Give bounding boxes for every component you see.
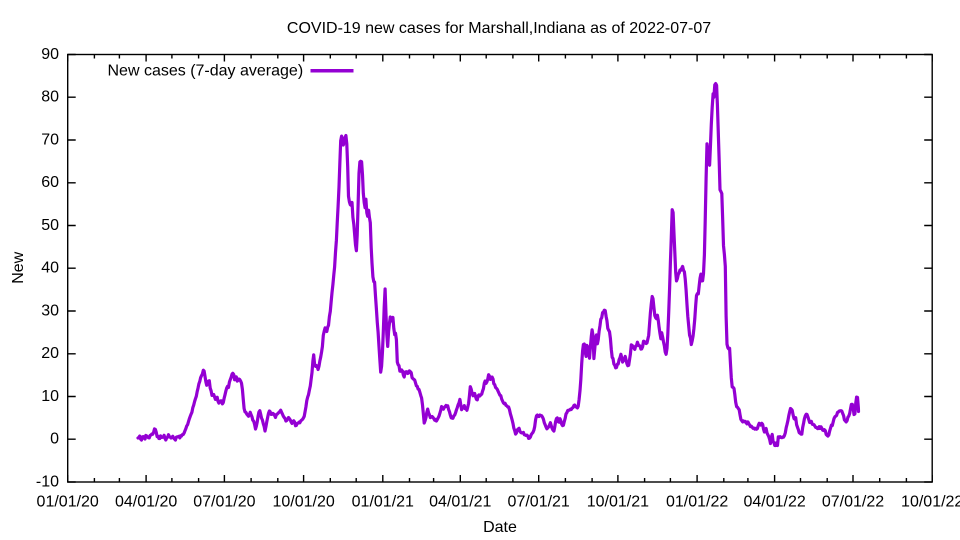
svg-text:07/01/22: 07/01/22: [822, 494, 884, 511]
svg-text:01/01/22: 01/01/22: [666, 494, 728, 511]
svg-text:40: 40: [41, 260, 59, 277]
svg-text:0: 0: [50, 431, 59, 448]
svg-text:90: 90: [41, 46, 59, 63]
svg-text:07/01/20: 07/01/20: [193, 494, 255, 511]
svg-text:Date: Date: [483, 519, 517, 536]
svg-text:60: 60: [41, 174, 59, 191]
svg-text:10/01/22: 10/01/22: [901, 494, 960, 511]
svg-text:04/01/20: 04/01/20: [115, 494, 177, 511]
svg-text:50: 50: [41, 217, 59, 234]
svg-text:-10: -10: [36, 473, 59, 490]
svg-text:04/01/21: 04/01/21: [429, 494, 491, 511]
svg-text:80: 80: [41, 89, 59, 106]
svg-text:20: 20: [41, 345, 59, 362]
svg-text:COVID-19 new cases for Marshal: COVID-19 new cases for Marshall,Indiana …: [287, 20, 711, 37]
svg-text:04/01/22: 04/01/22: [743, 494, 805, 511]
svg-text:70: 70: [41, 131, 59, 148]
svg-text:New cases (7-day average): New cases (7-day average): [108, 63, 304, 80]
svg-text:10/01/21: 10/01/21: [587, 494, 649, 511]
svg-text:10/01/20: 10/01/20: [272, 494, 334, 511]
svg-text:New: New: [10, 251, 27, 283]
svg-text:01/01/20: 01/01/20: [37, 494, 99, 511]
svg-text:30: 30: [41, 302, 59, 319]
svg-text:07/01/21: 07/01/21: [508, 494, 570, 511]
svg-text:10: 10: [41, 388, 59, 405]
svg-text:01/01/21: 01/01/21: [352, 494, 414, 511]
